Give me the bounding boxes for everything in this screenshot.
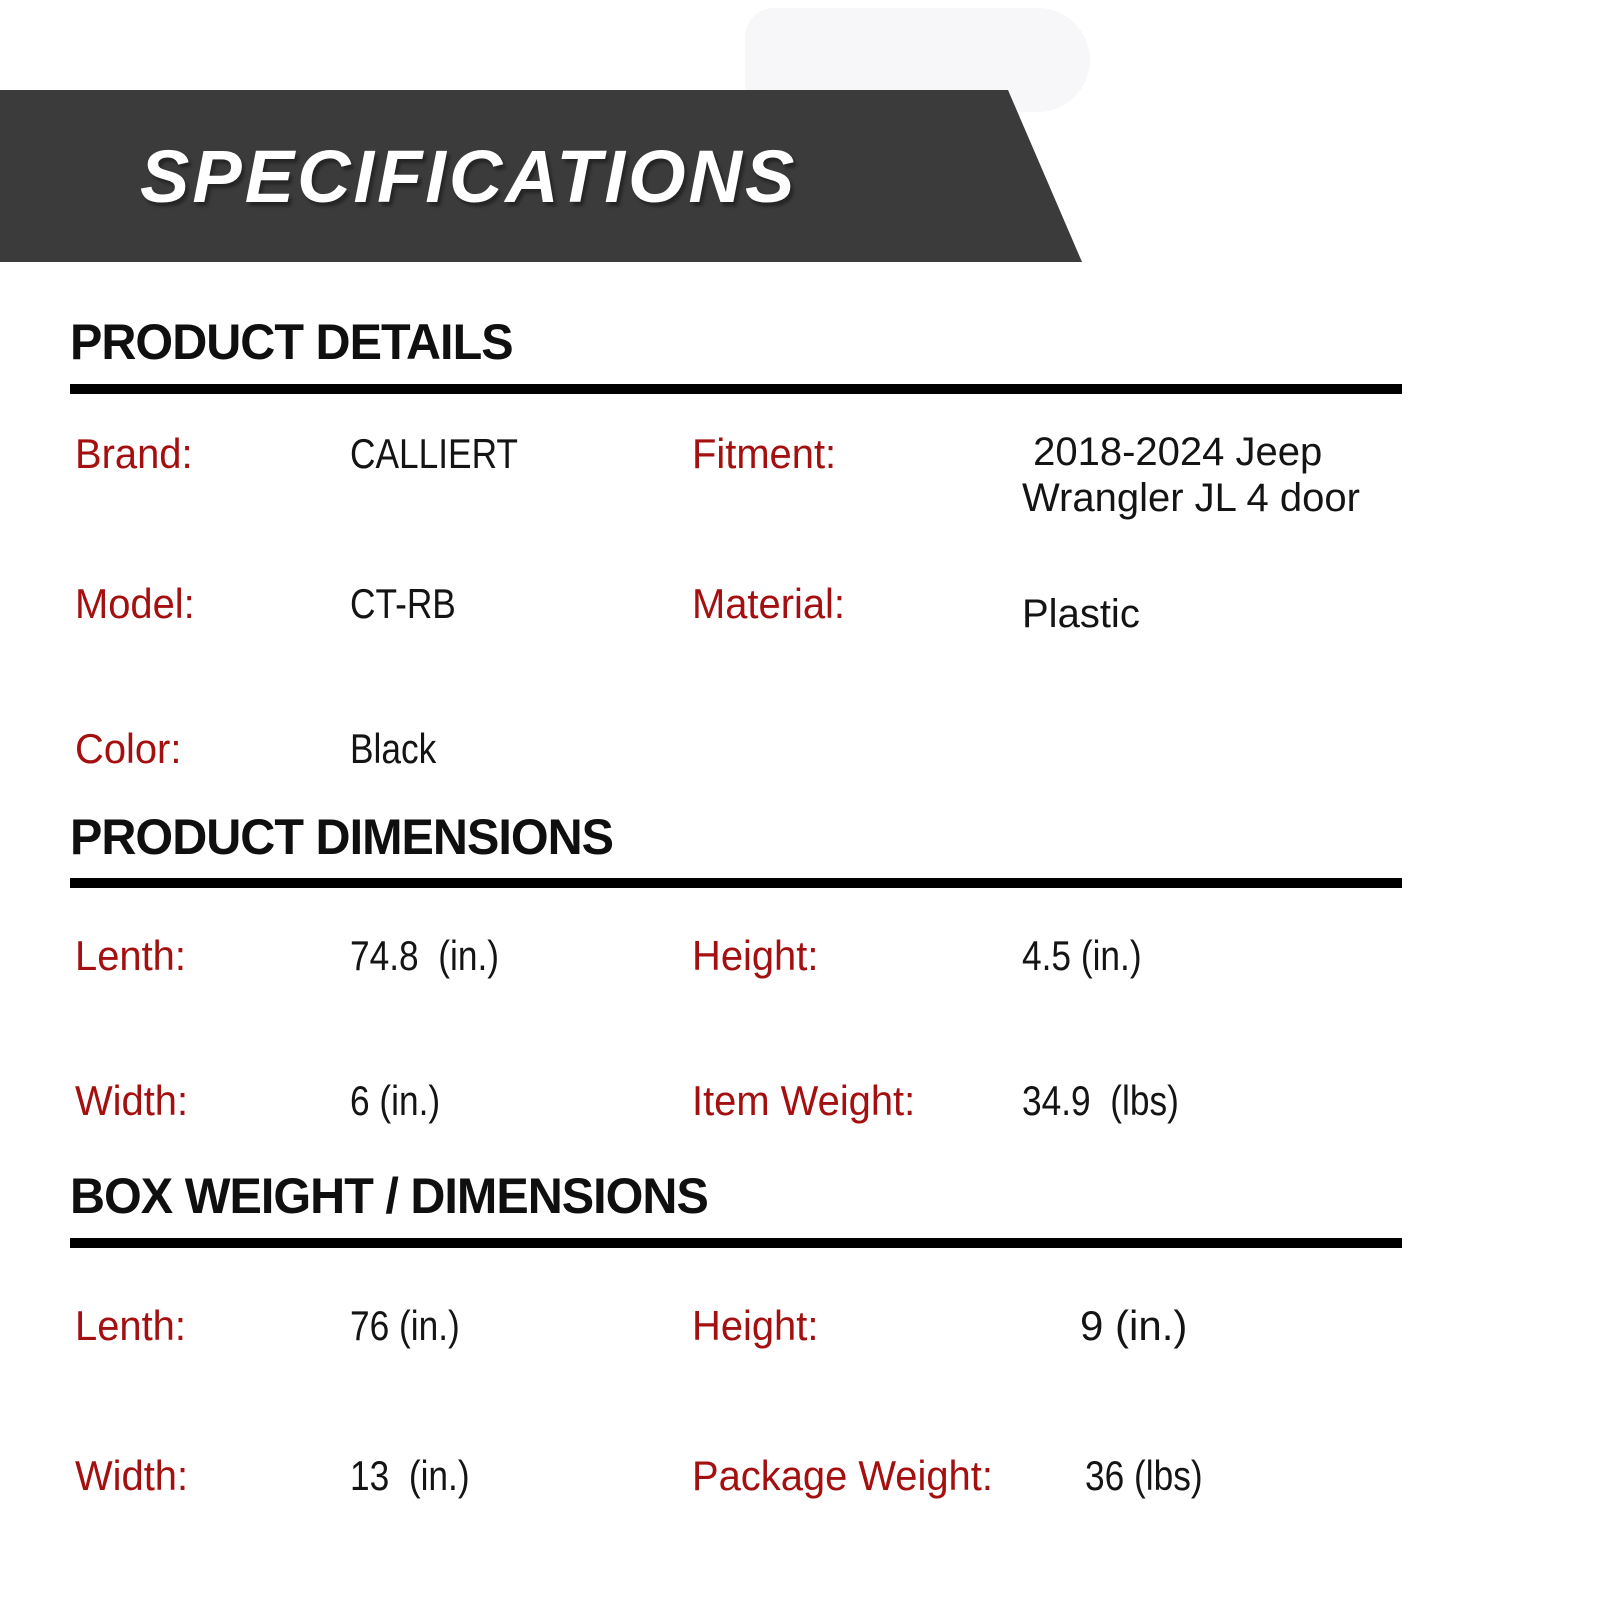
section-title-box-weight-dimensions: BOX WEIGHT / DIMENSIONS — [70, 1168, 709, 1224]
item-weight-label: Item Weight: — [692, 1077, 916, 1124]
box-width-label: Width: — [75, 1452, 189, 1499]
box-height-value: 9 (in.) — [1080, 1302, 1188, 1349]
section-title-product-dimensions: PRODUCT DIMENSIONS — [70, 809, 614, 865]
color-label: Color: — [75, 725, 182, 772]
box-length-value: 76 (in.) — [350, 1302, 460, 1349]
item-weight-value: 34.9 (lbs) — [1022, 1077, 1179, 1124]
product-height-label: Height: — [692, 932, 819, 979]
brand-value: CALLIERT — [350, 430, 518, 477]
material-label: Material: — [692, 580, 846, 627]
color-value: Black — [350, 725, 437, 772]
product-width-label: Width: — [75, 1077, 189, 1124]
box-length-label: Lenth: — [75, 1302, 186, 1349]
fitment-label: Fitment: — [692, 430, 837, 477]
fitment-value: 2018-2024 Jeep Wrangler JL 4 door — [1022, 430, 1360, 520]
divider-rule — [70, 878, 1402, 888]
divider-rule — [70, 384, 1402, 394]
box-height-label: Height: — [692, 1302, 819, 1349]
product-width-value: 6 (in.) — [350, 1077, 441, 1124]
product-height-value: 4.5 (in.) — [1022, 932, 1142, 979]
model-label: Model: — [75, 580, 195, 627]
product-length-label: Lenth: — [75, 932, 186, 979]
divider-rule — [70, 1238, 1402, 1248]
package-weight-value: 36 (lbs) — [1085, 1452, 1203, 1499]
material-value: Plastic — [1022, 592, 1140, 636]
product-length-value: 74.8 (in.) — [350, 932, 500, 979]
banner-title: SPECIFICATIONS — [140, 135, 798, 218]
package-weight-label: Package Weight: — [692, 1452, 993, 1499]
brand-label: Brand: — [75, 430, 193, 477]
section-title-product-details: PRODUCT DETAILS — [70, 314, 514, 370]
specifications-banner — [0, 90, 1082, 262]
model-value: CT-RB — [350, 580, 456, 627]
box-width-value: 13 (in.) — [350, 1452, 470, 1499]
